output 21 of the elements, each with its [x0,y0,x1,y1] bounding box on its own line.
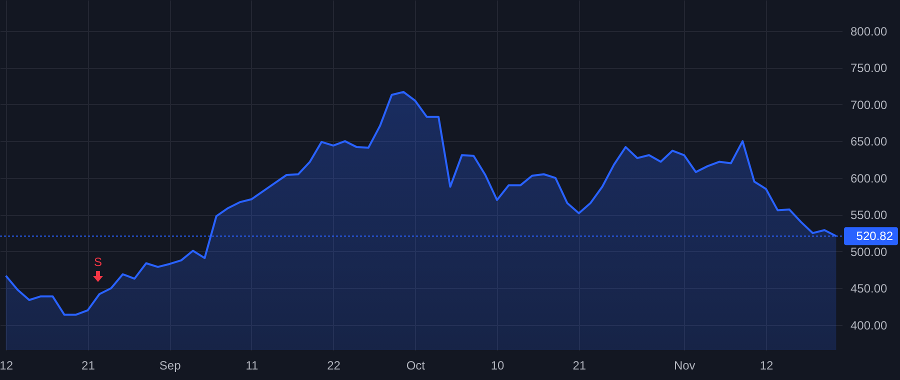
y-tick-label: 550.00 [850,208,888,222]
x-tick-label: 10 [490,358,505,372]
x-tick-label: 12 [0,358,14,372]
x-tick-label: 12 [760,358,774,372]
x-tick-label: 22 [327,358,341,372]
y-tick-label: 500.00 [850,244,888,259]
y-tick-label: 400.00 [850,318,888,332]
y-tick-label: 450.00 [850,282,888,296]
y-tick-label: 750.00 [850,61,888,76]
x-tick-label: 11 [246,358,258,372]
y-tick-label: 800.00 [850,24,888,38]
x-tick-label: Oct [406,358,426,372]
annotation: S [94,255,102,270]
x-tick-label: Nov [674,358,696,372]
x-tick-label: Sep [159,358,182,372]
y-tick-label: 650.00 [850,134,888,149]
y-tick-label: 700.00 [850,98,888,112]
y-tick-label: 600.00 [850,171,888,186]
x-tick-label: 21 [572,358,586,372]
x-tick-label: 21 [82,358,96,372]
ref-line-label: 520.82 [856,229,894,244]
